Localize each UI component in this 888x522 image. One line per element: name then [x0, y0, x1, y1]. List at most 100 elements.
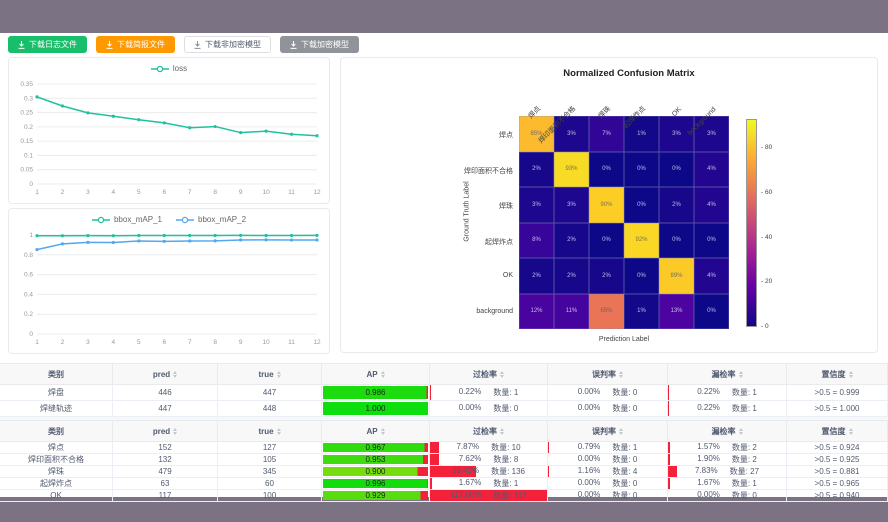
- column-header-漏检率[interactable]: 漏检率: [668, 363, 787, 385]
- cell-class-name: 焊盘: [0, 385, 113, 401]
- sort-caret-icon[interactable]: [173, 427, 178, 435]
- sort-caret-icon[interactable]: [619, 427, 623, 435]
- sort-caret-icon[interactable]: [738, 427, 743, 435]
- rate-count: 数量: 136: [491, 467, 525, 476]
- rate-count: 数量: 4: [612, 467, 638, 476]
- metrics-tables: 类别 pred true AP 过检率 误判率 漏检率 置信度 焊盘 446 447 0.986 0.2…: [0, 363, 888, 502]
- sort-caret-icon[interactable]: [380, 370, 385, 378]
- cell-true-count: 105: [218, 454, 322, 466]
- column-header-label: 置信度: [821, 369, 846, 379]
- sort-caret-icon[interactable]: [738, 370, 743, 378]
- rate-pct: 0.79%: [577, 442, 601, 451]
- download-encrypted-model-button[interactable]: 下载加密模型: [280, 36, 359, 53]
- sort-caret-icon[interactable]: [500, 370, 504, 378]
- ap-bar: 0.900: [323, 467, 428, 476]
- legend-label: bbox_mAP_2: [198, 215, 247, 224]
- download-report-button[interactable]: 下载简报文件: [96, 36, 175, 53]
- sort-caret-icon[interactable]: [380, 427, 385, 435]
- svg-text:4: 4: [112, 189, 116, 196]
- rate-bar: [430, 478, 432, 489]
- cm-cell-r4-c2: 2%: [589, 258, 624, 294]
- sort-caret-icon[interactable]: [276, 370, 281, 378]
- cm-cell-r1-c0: 2%: [519, 151, 554, 187]
- sort-caret-icon[interactable]: [619, 370, 623, 378]
- legend-item-bbox_mAP_1[interactable]: bbox_mAP_1: [91, 215, 162, 224]
- confusion-matrix-grid: 85% 3% 7% 1% 3% 3% 2% 93% 0% 0% 0% 4% 3% 3% 90% 0% 2% 4% 8…: [519, 116, 729, 329]
- cell-miss-rate: 1.67% 数量: 1: [668, 478, 787, 490]
- cm-row-label: OK: [502, 272, 513, 279]
- column-header-误判率[interactable]: 误判率: [548, 363, 668, 385]
- column-header-过检率[interactable]: 过检率: [430, 363, 548, 385]
- confusion-matrix-ylabel: Ground Truth Label: [463, 181, 471, 242]
- cm-cell-r3-c5: 0%: [694, 222, 729, 258]
- column-header-label: pred: [152, 426, 171, 436]
- rate-bar: [430, 454, 439, 465]
- cell-confidence: >0.5 = 0.965: [787, 478, 888, 490]
- column-header-AP[interactable]: AP: [322, 420, 430, 442]
- column-header-AP[interactable]: AP: [322, 363, 430, 385]
- confusion-matrix-card: Normalized Confusion Matrix 85% 3% 7% 1% 3% 3…: [340, 57, 878, 353]
- cell-ap: 0.996: [322, 478, 430, 490]
- sort-caret-icon[interactable]: [173, 370, 178, 378]
- rate-count: 数量: 8: [493, 455, 519, 464]
- svg-text:0.35: 0.35: [20, 81, 33, 88]
- toolbar: 下载日志文件 下载简报文件 下载非加密模型 下载加密模型: [8, 36, 359, 53]
- sort-caret-icon[interactable]: [848, 370, 853, 378]
- column-header-true[interactable]: true: [218, 420, 322, 442]
- svg-text:1: 1: [29, 232, 33, 239]
- cell-miss-rate: 1.57% 数量: 2: [668, 442, 787, 454]
- rate-count: 数量: 0: [731, 491, 757, 500]
- sort-caret-icon[interactable]: [276, 427, 281, 435]
- sort-caret-icon[interactable]: [848, 427, 853, 435]
- colorbar-tick-label: - 0: [761, 323, 769, 330]
- legend-item-bbox_mAP_2[interactable]: bbox_mAP_2: [176, 215, 246, 224]
- rate-count: 数量: 0: [612, 491, 638, 500]
- rate-bar: [668, 466, 678, 477]
- download-icon: [290, 40, 297, 49]
- cell-true-count: 448: [218, 401, 322, 417]
- svg-text:0.15: 0.15: [20, 138, 33, 145]
- column-header-pred[interactable]: pred: [113, 363, 218, 385]
- svg-text:0.8: 0.8: [24, 252, 33, 259]
- column-header-漏检率[interactable]: 漏检率: [668, 420, 787, 442]
- cell-ap: 0.929: [322, 490, 430, 502]
- column-header-过检率[interactable]: 过检率: [430, 420, 548, 442]
- column-header-误判率[interactable]: 误判率: [548, 420, 668, 442]
- cm-cell-r1-c1: 93%: [554, 151, 589, 187]
- cell-ap: 1.000: [322, 401, 430, 417]
- legend-item-loss[interactable]: loss: [150, 64, 187, 73]
- rate-count: 数量: 0: [612, 455, 638, 464]
- ap-bar: 0.953: [323, 455, 428, 464]
- cm-cell-r3-c1: 2%: [554, 222, 589, 258]
- download-log-button[interactable]: 下载日志文件: [8, 36, 87, 53]
- cm-cell-r3-c3: 92%: [624, 222, 659, 258]
- column-header-true[interactable]: true: [218, 363, 322, 385]
- svg-text:0.2: 0.2: [24, 311, 33, 318]
- download-plain-model-button[interactable]: 下载非加密模型: [184, 36, 271, 53]
- cell-class-name: 起焊炸点: [0, 478, 113, 490]
- column-header-置信度[interactable]: 置信度: [787, 363, 888, 385]
- cm-cell-r3-c4: 0%: [659, 222, 694, 258]
- cm-cell-r0-c1: 3%: [554, 116, 589, 152]
- cell-overkill-rate: 39.42% 数量: 136: [430, 466, 548, 478]
- cell-pred-count: 152: [113, 442, 218, 454]
- cell-overkill-rate: 117.00% 数量: 117: [430, 490, 548, 502]
- column-header-pred[interactable]: pred: [113, 420, 218, 442]
- column-header-置信度[interactable]: 置信度: [787, 420, 888, 442]
- legend-line-icon: [150, 65, 169, 72]
- rate-count: 数量: 2: [731, 455, 757, 464]
- cell-confidence: >0.5 = 0.881: [787, 466, 888, 478]
- rate-pct: 0.00%: [577, 490, 601, 499]
- column-header-label: true: [258, 426, 274, 436]
- sort-caret-icon[interactable]: [500, 427, 504, 435]
- cell-misjudge-rate: 0.79% 数量: 1: [548, 442, 668, 454]
- cm-cell-r0-c5: 3%: [694, 116, 729, 152]
- cell-true-count: 345: [218, 466, 322, 478]
- class-metrics-table: 类别 pred true AP 过检率 误判率 漏检率 置信度 焊点 152 127 0.967 7.8…: [0, 420, 888, 502]
- map-line-chart: 00.20.40.60.811 2 3 4 5 6 7 8 9 10 11 12: [24, 232, 321, 346]
- rate-bar: [430, 490, 547, 501]
- cm-cell-r2-c5: 4%: [694, 187, 729, 223]
- cell-ap: 0.900: [322, 466, 430, 478]
- rate-pct: 1.16%: [577, 466, 601, 475]
- cm-row-label: 起焊炸点: [485, 238, 513, 246]
